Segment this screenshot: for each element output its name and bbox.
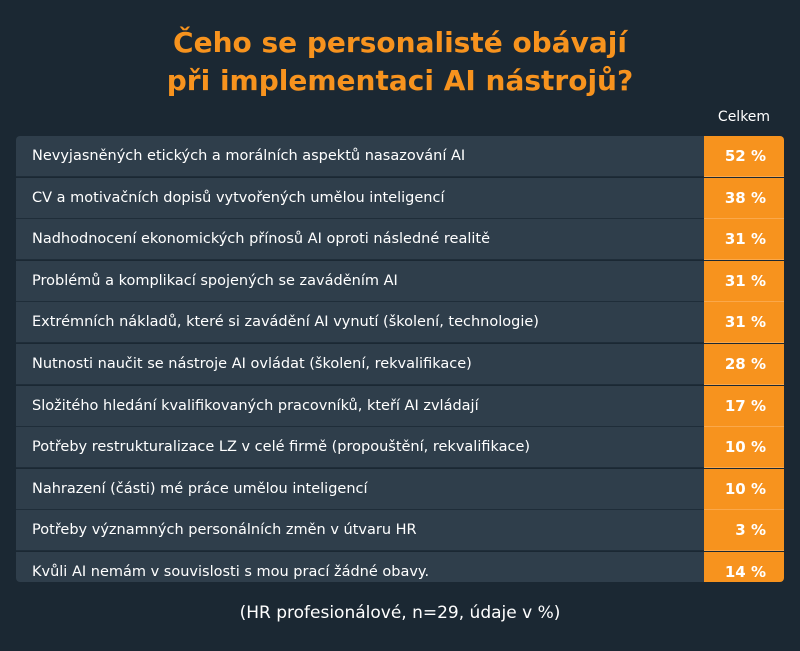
chart-title: Čeho se personalisté obávají při impleme…	[0, 24, 800, 100]
value-divider	[704, 509, 784, 510]
row-value: 28 %	[704, 344, 784, 384]
row-label: Nahrazení (části) mé práce umělou inteli…	[16, 469, 704, 509]
row-value: 31 %	[704, 261, 784, 301]
row-label: Potřeby významných personálních změn v ú…	[16, 510, 704, 550]
row-label: Problémů a komplikací spojených se zavád…	[16, 261, 704, 301]
row-value: 3 %	[704, 510, 784, 550]
row-divider	[16, 301, 704, 302]
row-divider	[16, 176, 704, 177]
row-divider	[16, 509, 704, 510]
row-label: Složitého hledání kvalifikovaných pracov…	[16, 386, 704, 426]
row-value: 14 %	[704, 552, 784, 582]
row-value: 10 %	[704, 469, 784, 509]
column-header: Celkem	[717, 109, 771, 125]
row-divider	[16, 550, 704, 551]
table-row: Kvůli AI nemám v souvislosti s mou prací…	[16, 552, 784, 582]
table-row: Potřeby restrukturalizace LZ v celé firm…	[16, 427, 784, 467]
row-label: Nadhodnocení ekonomických přínosů AI opr…	[16, 219, 704, 259]
table-row: Složitého hledání kvalifikovaných pracov…	[16, 386, 784, 426]
chart-title-line-2: při implementaci AI nástrojů?	[166, 64, 634, 97]
row-value: 31 %	[704, 219, 784, 259]
row-divider	[16, 342, 704, 343]
table-frame: Nevyjasněných etických a morálních aspek…	[16, 136, 784, 582]
row-label: Nutnosti naučit se nástroje AI ovládat (…	[16, 344, 704, 384]
results-table: Nevyjasněných etických a morálních aspek…	[16, 136, 784, 582]
row-label: Potřeby restrukturalizace LZ v celé firm…	[16, 427, 704, 467]
value-divider	[704, 550, 784, 551]
table-row: Nevyjasněných etických a morálních aspek…	[16, 136, 784, 176]
table-row: Nadhodnocení ekonomických přínosů AI opr…	[16, 219, 784, 259]
row-divider	[16, 467, 704, 468]
value-divider	[704, 384, 784, 385]
row-divider	[16, 384, 704, 385]
table-row: Extrémních nákladů, které si zavádění AI…	[16, 302, 784, 342]
row-label: Kvůli AI nemám v souvislosti s mou prací…	[16, 552, 704, 582]
value-divider	[704, 218, 784, 219]
table-row: CV a motivačních dopisů vytvořených uměl…	[16, 178, 784, 218]
row-value: 38 %	[704, 178, 784, 218]
row-value: 10 %	[704, 427, 784, 467]
row-divider	[16, 218, 704, 219]
row-divider	[16, 259, 704, 260]
value-divider	[704, 259, 784, 260]
value-divider	[704, 176, 784, 177]
row-value: 17 %	[704, 386, 784, 426]
row-value: 52 %	[704, 136, 784, 176]
footnote: (HR profesionálové, n=29, údaje v %)	[239, 603, 561, 623]
row-divider	[16, 426, 704, 427]
value-divider	[704, 426, 784, 427]
value-divider	[704, 342, 784, 343]
row-label: CV a motivačních dopisů vytvořených uměl…	[16, 178, 704, 218]
table-row: Nahrazení (části) mé práce umělou inteli…	[16, 469, 784, 509]
value-divider	[704, 301, 784, 302]
row-label: Extrémních nákladů, které si zavádění AI…	[16, 302, 704, 342]
table-row: Problémů a komplikací spojených se zavád…	[16, 261, 784, 301]
value-divider	[704, 467, 784, 468]
chart-title-line-1: Čeho se personalisté obávají	[173, 26, 627, 59]
row-value: 31 %	[704, 302, 784, 342]
row-label: Nevyjasněných etických a morálních aspek…	[16, 136, 704, 176]
table-row: Potřeby významných personálních změn v ú…	[16, 510, 784, 550]
table-row: Nutnosti naučit se nástroje AI ovládat (…	[16, 344, 784, 384]
